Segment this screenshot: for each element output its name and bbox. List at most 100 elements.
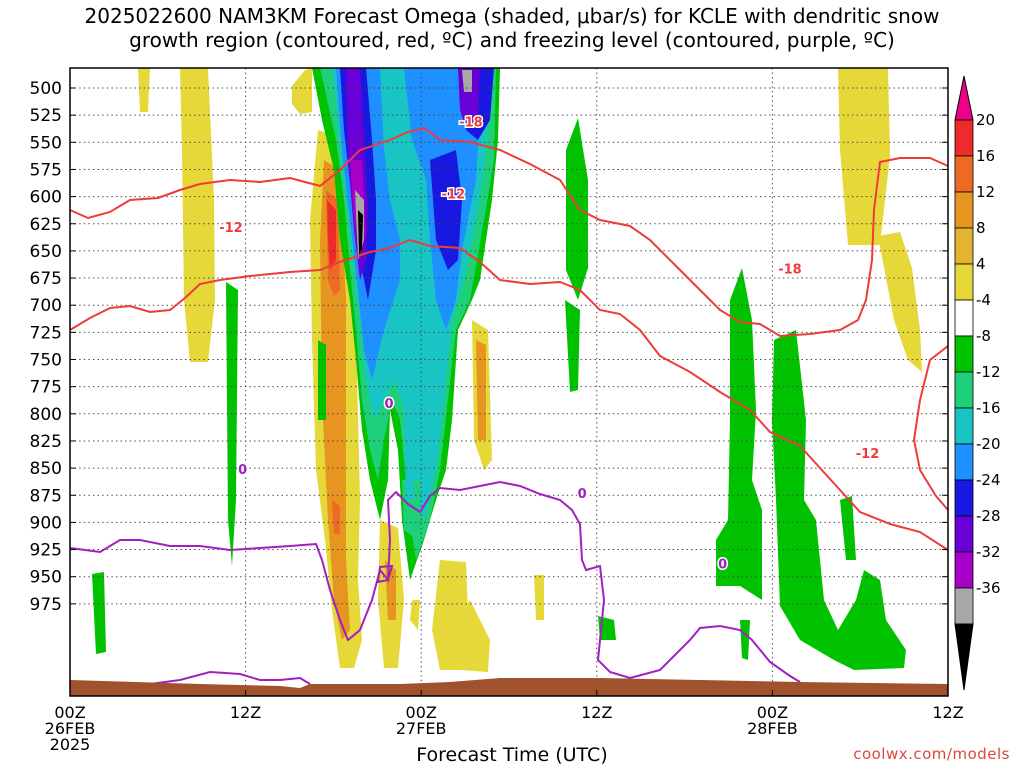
x-axis-title: Forecast Time (UTC) [416,744,608,766]
colorbar-swatch [954,75,974,121]
colorbar-label: -28 [976,507,1001,525]
y-tick-label: 800 [30,405,62,425]
colorbar-swatch [954,515,974,553]
colorbar-swatch [954,191,974,229]
omega-region [534,575,544,620]
omega-region [462,70,472,92]
y-tick-label: 575 [30,160,62,180]
contour-label: -18 [778,262,802,277]
y-tick-label: 875 [30,486,62,506]
omega-region [292,68,312,114]
omega-region [180,68,215,362]
x-tick-label: 00Z [406,703,437,722]
omega-region [430,150,462,270]
y-tick-label: 600 [30,188,62,208]
y-tick-label: 850 [30,459,62,479]
contour-label: -12 [219,221,243,236]
contour-label: -12 [856,447,880,462]
terrain-fill [70,678,948,696]
omega-region [332,500,340,534]
omega-region [327,200,336,270]
colorbar-label: -20 [976,435,1001,453]
omega-region [716,268,762,600]
colorbar-swatch [954,119,974,157]
freezing-level-contour [69,480,801,683]
contour-label: 0 [238,463,247,478]
omega-region [878,232,922,372]
plot-border [69,67,949,697]
omega-region [772,330,906,670]
colorbar-label: -32 [976,543,1001,561]
colorbar-label: -36 [976,579,1001,597]
y-axis: 500 525 550 575 600 625 650 675 700 725 750 775 800 8… [30,79,948,615]
omega-region [226,282,238,566]
omega-region [138,68,150,112]
y-tick-label: 950 [30,568,62,588]
omega-region [565,300,580,392]
y-tick-label: 925 [30,541,62,561]
omega-region [740,620,750,660]
contour-label: -12 [442,187,466,202]
colorbar-swatch [954,299,974,337]
y-tick-label: 700 [30,296,62,316]
chart-title-line2: growth region (contoured, red, ºC) and f… [129,28,895,52]
x-tick-label: 12Z [230,703,261,722]
colorbar-swatch [954,551,974,589]
freezing-level-contour [149,670,311,685]
plot-frame [69,67,949,697]
colorbar-swatch [954,407,974,445]
freezing-level-contour [376,564,394,584]
colorbar-label: 8 [976,219,986,237]
y-tick-label: 625 [30,215,62,235]
y-tick-label: 725 [30,323,62,343]
contours: -12 -18 -12 -18 -12 0 0 0 0 [69,114,949,685]
omega-region [92,572,106,654]
omega-region [404,420,414,500]
colorbar-swatch [954,335,974,373]
omega-shading [92,68,922,672]
y-tick-label: 675 [30,269,62,289]
y-tick-label: 900 [30,513,62,533]
credit-text: coolwx.com/models [853,745,1010,763]
x-tick-label: 00Z [757,703,788,722]
omega-region [456,600,490,672]
x-tick-label: 28FEB [747,719,798,738]
contour-label: 0 [578,487,587,502]
y-tick-label: 825 [30,432,62,452]
colorbar-label: 16 [976,147,995,165]
colorbar-swatch [954,155,974,193]
omega-region [840,496,856,560]
omega-region [410,600,420,630]
y-tick-label: 525 [30,106,62,126]
colorbar-swatch [954,227,974,265]
y-tick-label: 775 [30,378,62,398]
chart-title: 2025022600 NAM3KM Forecast Omega (shaded… [0,4,1024,52]
y-tick-label: 550 [30,133,62,153]
colorbar-label: 12 [976,183,995,201]
colorbar-swatch [954,587,974,625]
x-tick-label: 27FEB [396,719,447,738]
colorbar-swatch [954,371,974,409]
contour-label: -18 [459,116,483,131]
colorbar-label: 20 [976,111,995,129]
colorbar-label: -12 [976,363,1001,381]
y-tick-label: 750 [30,351,62,371]
colorbar-swatch [954,443,974,481]
contour-label: 0 [384,397,393,412]
x-tick-label: 26FEB [45,719,96,738]
contour-label: 0 [718,558,727,573]
colorbar-label: -4 [976,291,991,309]
y-tick-label: 650 [30,242,62,262]
colorbar: 20 16 12 8 4 -4 -8 -12 -16 -20 -24 -28 -32 -36 [954,75,1001,691]
colorbar-label: 4 [976,255,986,273]
terrain-band [70,678,948,696]
x-tick-label: 00Z [54,703,85,722]
colorbar-label: -16 [976,399,1001,417]
omega-region [318,340,326,420]
dgz-contour [69,238,949,551]
x-tick-label: 12Z [581,703,612,722]
omega-region [476,340,486,440]
colorbar-swatch [954,263,974,301]
